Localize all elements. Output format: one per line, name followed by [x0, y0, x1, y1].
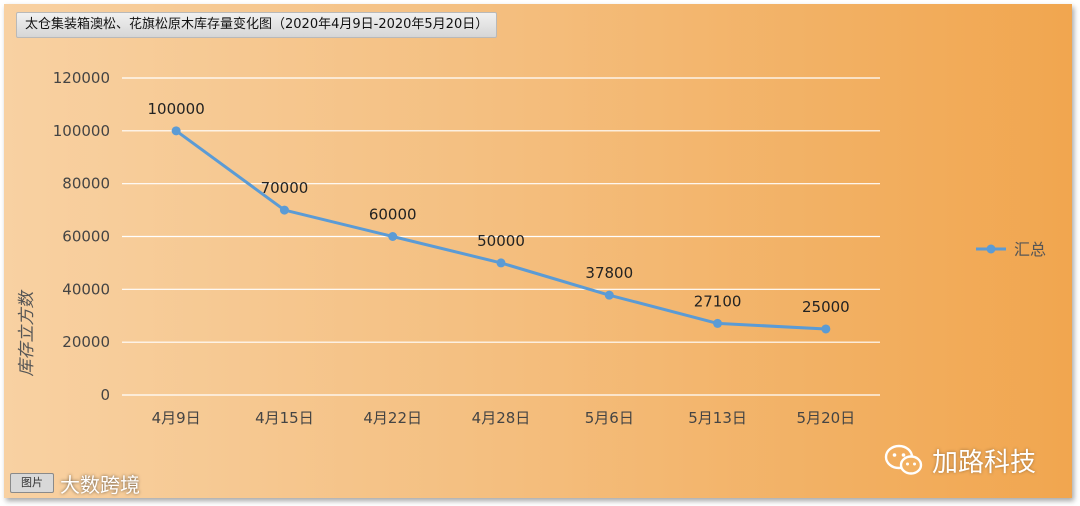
y-axis-label: 库存立方数 [17, 290, 37, 377]
y-tick-label: 20000 [62, 333, 110, 351]
y-tick-label: 0 [100, 386, 110, 404]
data-label: 60000 [369, 206, 417, 224]
data-labels: 100000 70000 60000 50000 37800 27100 25000 [148, 100, 850, 316]
y-tick-label: 60000 [62, 228, 110, 246]
image-badge: 图片 [10, 473, 54, 493]
data-point [496, 258, 506, 268]
watermark-left-text: 大数跨境 [60, 472, 140, 497]
data-label: 37800 [585, 264, 633, 282]
x-tick-label: 4月15日 [255, 409, 314, 427]
series-layer [171, 126, 831, 334]
data-point [388, 232, 398, 241]
data-label: 70000 [261, 179, 309, 197]
wechat-icon [884, 444, 923, 475]
data-point [171, 126, 181, 136]
legend: 汇总 [976, 240, 1046, 259]
y-tick-label: 120000 [53, 69, 110, 87]
data-point [713, 318, 723, 328]
y-axis-ticks: 0 20000 40000 60000 80000 100000 120000 [53, 69, 110, 404]
legend-point-marker [986, 244, 996, 254]
legend-series-name: 汇总 [1014, 240, 1046, 259]
data-label: 100000 [148, 100, 205, 118]
data-point [279, 205, 289, 215]
x-tick-label: 5月13日 [688, 409, 747, 427]
x-tick-label: 4月22日 [363, 409, 422, 427]
data-label: 27100 [694, 292, 742, 310]
chart-title: 太仓集装箱澳松、花旗松原木库存量变化图（2020年4月9日-2020年5月20日… [16, 12, 498, 38]
watermark-right-text: 加路科技 [932, 447, 1037, 478]
y-tick-label: 100000 [53, 122, 110, 140]
x-tick-label: 5月20日 [797, 409, 856, 427]
watermark-left: 图片 大数跨境 [10, 468, 140, 498]
x-tick-label: 4月9日 [152, 409, 201, 427]
y-tick-label: 80000 [62, 175, 110, 193]
watermark-right: 加路科技 [884, 440, 1036, 480]
x-tick-label: 5月6日 [585, 409, 634, 427]
chart-frame: 太仓集装箱澳松、花旗松原木库存量变化图（2020年4月9日-2020年5月20日… [4, 4, 1072, 498]
x-tick-label: 4月28日 [472, 409, 531, 427]
y-tick-label: 40000 [62, 280, 110, 298]
data-label: 50000 [477, 232, 525, 250]
x-axis-ticks: 4月9日 4月15日 4月22日 4月28日 5月6日 5月13日 5月20日 [152, 409, 856, 427]
data-point [604, 290, 614, 300]
data-label: 25000 [802, 298, 850, 316]
data-point [821, 324, 831, 334]
